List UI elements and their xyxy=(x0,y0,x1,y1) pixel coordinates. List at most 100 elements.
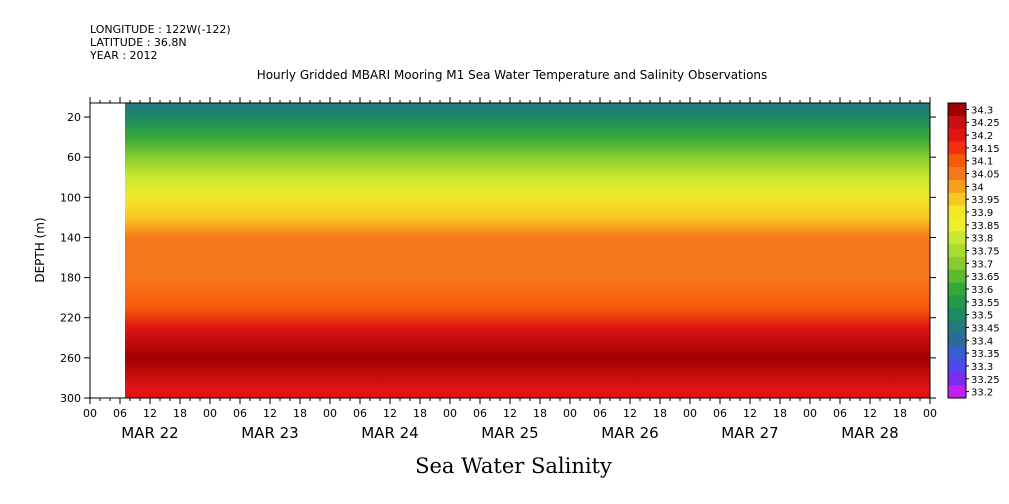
colorbar-swatch xyxy=(948,154,966,168)
y-tick-label: 300 xyxy=(60,392,81,405)
colorbar-label: 33.7 xyxy=(971,259,993,270)
colorbar-swatch xyxy=(948,179,966,194)
colorbar-label: 33.5 xyxy=(971,311,993,322)
x-tick-label: 06 xyxy=(113,407,127,420)
colorbar-swatch xyxy=(948,295,966,309)
x-tick-label: 00 xyxy=(203,407,217,420)
x-day-label: MAR 26 xyxy=(601,424,658,442)
y-axis: 20 60 100 140 180 220 260 300 xyxy=(60,111,936,405)
x-day-label: MAR 22 xyxy=(121,424,178,442)
colorbar-swatch xyxy=(948,115,966,130)
x-tick-label: 00 xyxy=(923,407,937,420)
colorbar-swatch xyxy=(948,218,966,232)
x-tick-label: 06 xyxy=(353,407,367,420)
x-tick-label: 12 xyxy=(743,407,757,420)
x-tick-label: 18 xyxy=(893,407,907,420)
x-tick-label: 00 xyxy=(323,407,337,420)
x-axis: 00 06 12 18 00 06 12 18 00 06 12 18 00 06 12 18 00 06 12 18… xyxy=(83,97,937,442)
colorbar-label: 33.2 xyxy=(971,388,993,399)
colorbar-label: 34.25 xyxy=(971,118,1000,129)
x-tick-label: 00 xyxy=(83,407,97,420)
colorbar-swatch xyxy=(948,385,966,399)
colorbar-label: 33.65 xyxy=(971,272,1000,283)
y-tick-label: 260 xyxy=(60,352,81,365)
x-tick-label: 06 xyxy=(593,407,607,420)
x-day-label: MAR 28 xyxy=(841,424,898,442)
x-tick-label: 00 xyxy=(443,407,457,420)
colorbar-swatch xyxy=(948,282,966,296)
x-tick-label: 06 xyxy=(233,407,247,420)
x-tick-label: 12 xyxy=(863,407,877,420)
colorbar-label: 33.6 xyxy=(971,285,993,296)
colorbar-swatch xyxy=(948,205,966,219)
latitude-text: LATITUDE : 36.8N xyxy=(90,36,187,49)
x-tick-label: 06 xyxy=(473,407,487,420)
y-tick-label: 100 xyxy=(60,191,81,204)
no-data-region xyxy=(90,103,125,398)
colorbar-label: 33.35 xyxy=(971,349,1000,360)
colorbar-swatch xyxy=(948,244,966,258)
colorbar-label: 33.55 xyxy=(971,298,1000,309)
x-tick-label: 06 xyxy=(713,407,727,420)
x-tick-label: 18 xyxy=(293,407,307,420)
colorbar-swatch xyxy=(948,359,966,373)
colorbar-swatch xyxy=(948,333,966,348)
colorbar-label: 33.8 xyxy=(971,234,993,245)
x-tick-label: 18 xyxy=(773,407,787,420)
colorbar-swatch xyxy=(948,128,966,142)
x-tick-label: 12 xyxy=(623,407,637,420)
metadata-block: LONGITUDE : 122W(-122) LATITUDE : 36.8N … xyxy=(90,23,231,62)
longitude-text: LONGITUDE : 122W(-122) xyxy=(90,23,231,36)
colorbar-swatch xyxy=(948,269,966,284)
colorbar-label: 34.1 xyxy=(971,157,993,168)
colorbar-label: 33.25 xyxy=(971,375,1000,386)
colorbar-label: 33.9 xyxy=(971,208,993,219)
colorbar-label: 34.05 xyxy=(971,170,1000,181)
colorbar-label: 34.3 xyxy=(971,105,993,116)
colorbar-swatch xyxy=(948,192,966,207)
colorbar-label: 33.75 xyxy=(971,247,1000,258)
colorbar-swatch xyxy=(948,256,966,271)
x-tick-label: 00 xyxy=(563,407,577,420)
x-tick-label: 18 xyxy=(413,407,427,420)
x-tick-label: 18 xyxy=(533,407,547,420)
colorbar-label: 34.2 xyxy=(971,131,993,142)
x-day-label: MAR 25 xyxy=(481,424,538,442)
colorbar-label: 33.85 xyxy=(971,221,1000,232)
y-tick-label: 20 xyxy=(67,111,81,124)
colorbar-label: 34 xyxy=(971,182,984,193)
year-text: YEAR : 2012 xyxy=(90,49,158,62)
x-tick-label: 18 xyxy=(173,407,187,420)
y-tick-label: 180 xyxy=(60,272,81,285)
colorbar-label: 33.4 xyxy=(971,336,993,347)
colorbar-swatch xyxy=(948,321,966,335)
y-tick-label: 220 xyxy=(60,312,81,325)
x-axis-label: Sea Water Salinity xyxy=(415,454,612,478)
colorbar-swatch xyxy=(948,167,966,181)
colorbar-swatch xyxy=(948,346,966,361)
x-day-label: MAR 27 xyxy=(721,424,778,442)
chart-title: Hourly Gridded MBARI Mooring M1 Sea Wate… xyxy=(256,68,768,82)
plot-area xyxy=(90,103,930,398)
x-tick-label: 06 xyxy=(833,407,847,420)
x-tick-label: 12 xyxy=(263,407,277,420)
y-tick-label: 60 xyxy=(67,151,81,164)
y-tick-label: 140 xyxy=(60,231,81,244)
colorbar-label: 33.95 xyxy=(971,195,1000,206)
salinity-field xyxy=(125,103,930,398)
colorbar-label: 33.45 xyxy=(971,323,1000,334)
colorbar-swatch xyxy=(948,141,966,155)
x-tick-label: 00 xyxy=(803,407,817,420)
colorbar-swatch xyxy=(948,231,966,245)
x-day-label: MAR 23 xyxy=(241,424,298,442)
x-tick-label: 18 xyxy=(653,407,667,420)
x-tick-label: 12 xyxy=(503,407,517,420)
x-tick-label: 12 xyxy=(143,407,157,420)
x-tick-label: 00 xyxy=(683,407,697,420)
colorbar-label: 34.15 xyxy=(971,144,1000,155)
y-axis-label: DEPTH (m) xyxy=(33,217,47,282)
colorbar-label: 33.3 xyxy=(971,362,993,373)
x-day-label: MAR 24 xyxy=(361,424,418,442)
